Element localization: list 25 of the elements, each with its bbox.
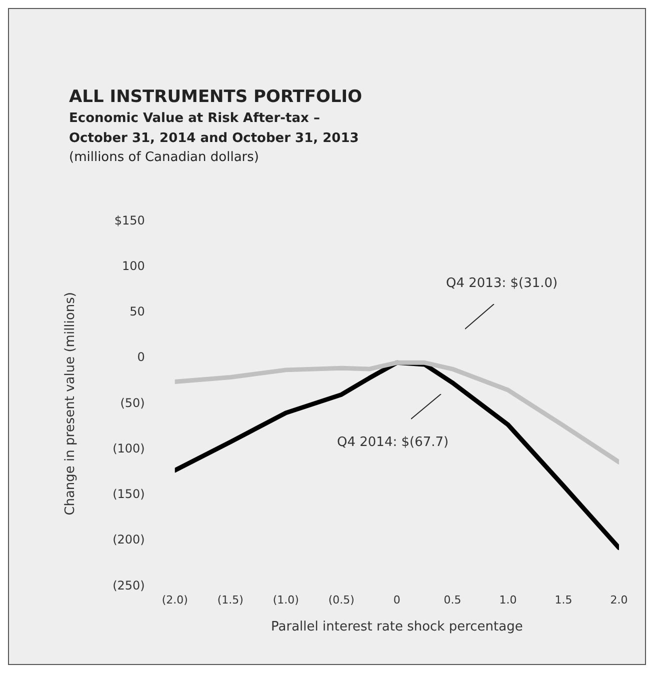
y-tick-label: 0 [137, 350, 145, 364]
chart-title: ALL INSTRUMENTS PORTFOLIO [69, 87, 362, 107]
x-tick-label: (1.5) [217, 594, 244, 607]
y-tick-label: $150 [114, 213, 145, 228]
annotation: Q4 2013: $(31.0) [446, 276, 558, 291]
x-tick-label: 2.0 [610, 594, 628, 607]
annotation: Q4 2014: $(67.7) [337, 435, 449, 450]
x-tick-label: (2.0) [162, 594, 188, 607]
x-tick-label: 0 [393, 594, 400, 607]
y-tick-label: (200) [112, 532, 145, 547]
x-tick-label: 1.0 [499, 594, 517, 607]
x-tick-label: (1.0) [272, 594, 299, 607]
x-tick-label: 1.5 [554, 594, 572, 607]
y-axis-title: Change in present value (millions) [63, 292, 78, 516]
y-tick-label: (150) [112, 487, 145, 502]
x-tick-label: (0.5) [328, 594, 354, 607]
y-tick-label: 50 [130, 304, 145, 319]
x-axis-title: Parallel interest rate shock percentage [271, 620, 523, 635]
y-tick-label: (50) [120, 396, 145, 410]
y-tick-label: (100) [112, 441, 145, 456]
chart-subtitle: Economic Value at Risk After-tax – October 31, 2014 and October 31, 2013 [69, 110, 360, 148]
y-tick-label: (250) [112, 578, 145, 592]
x-tick-label: 0.5 [444, 594, 462, 607]
y-tick-label: 100 [122, 258, 145, 273]
text: (millions of Canadian dollars) [69, 149, 260, 167]
